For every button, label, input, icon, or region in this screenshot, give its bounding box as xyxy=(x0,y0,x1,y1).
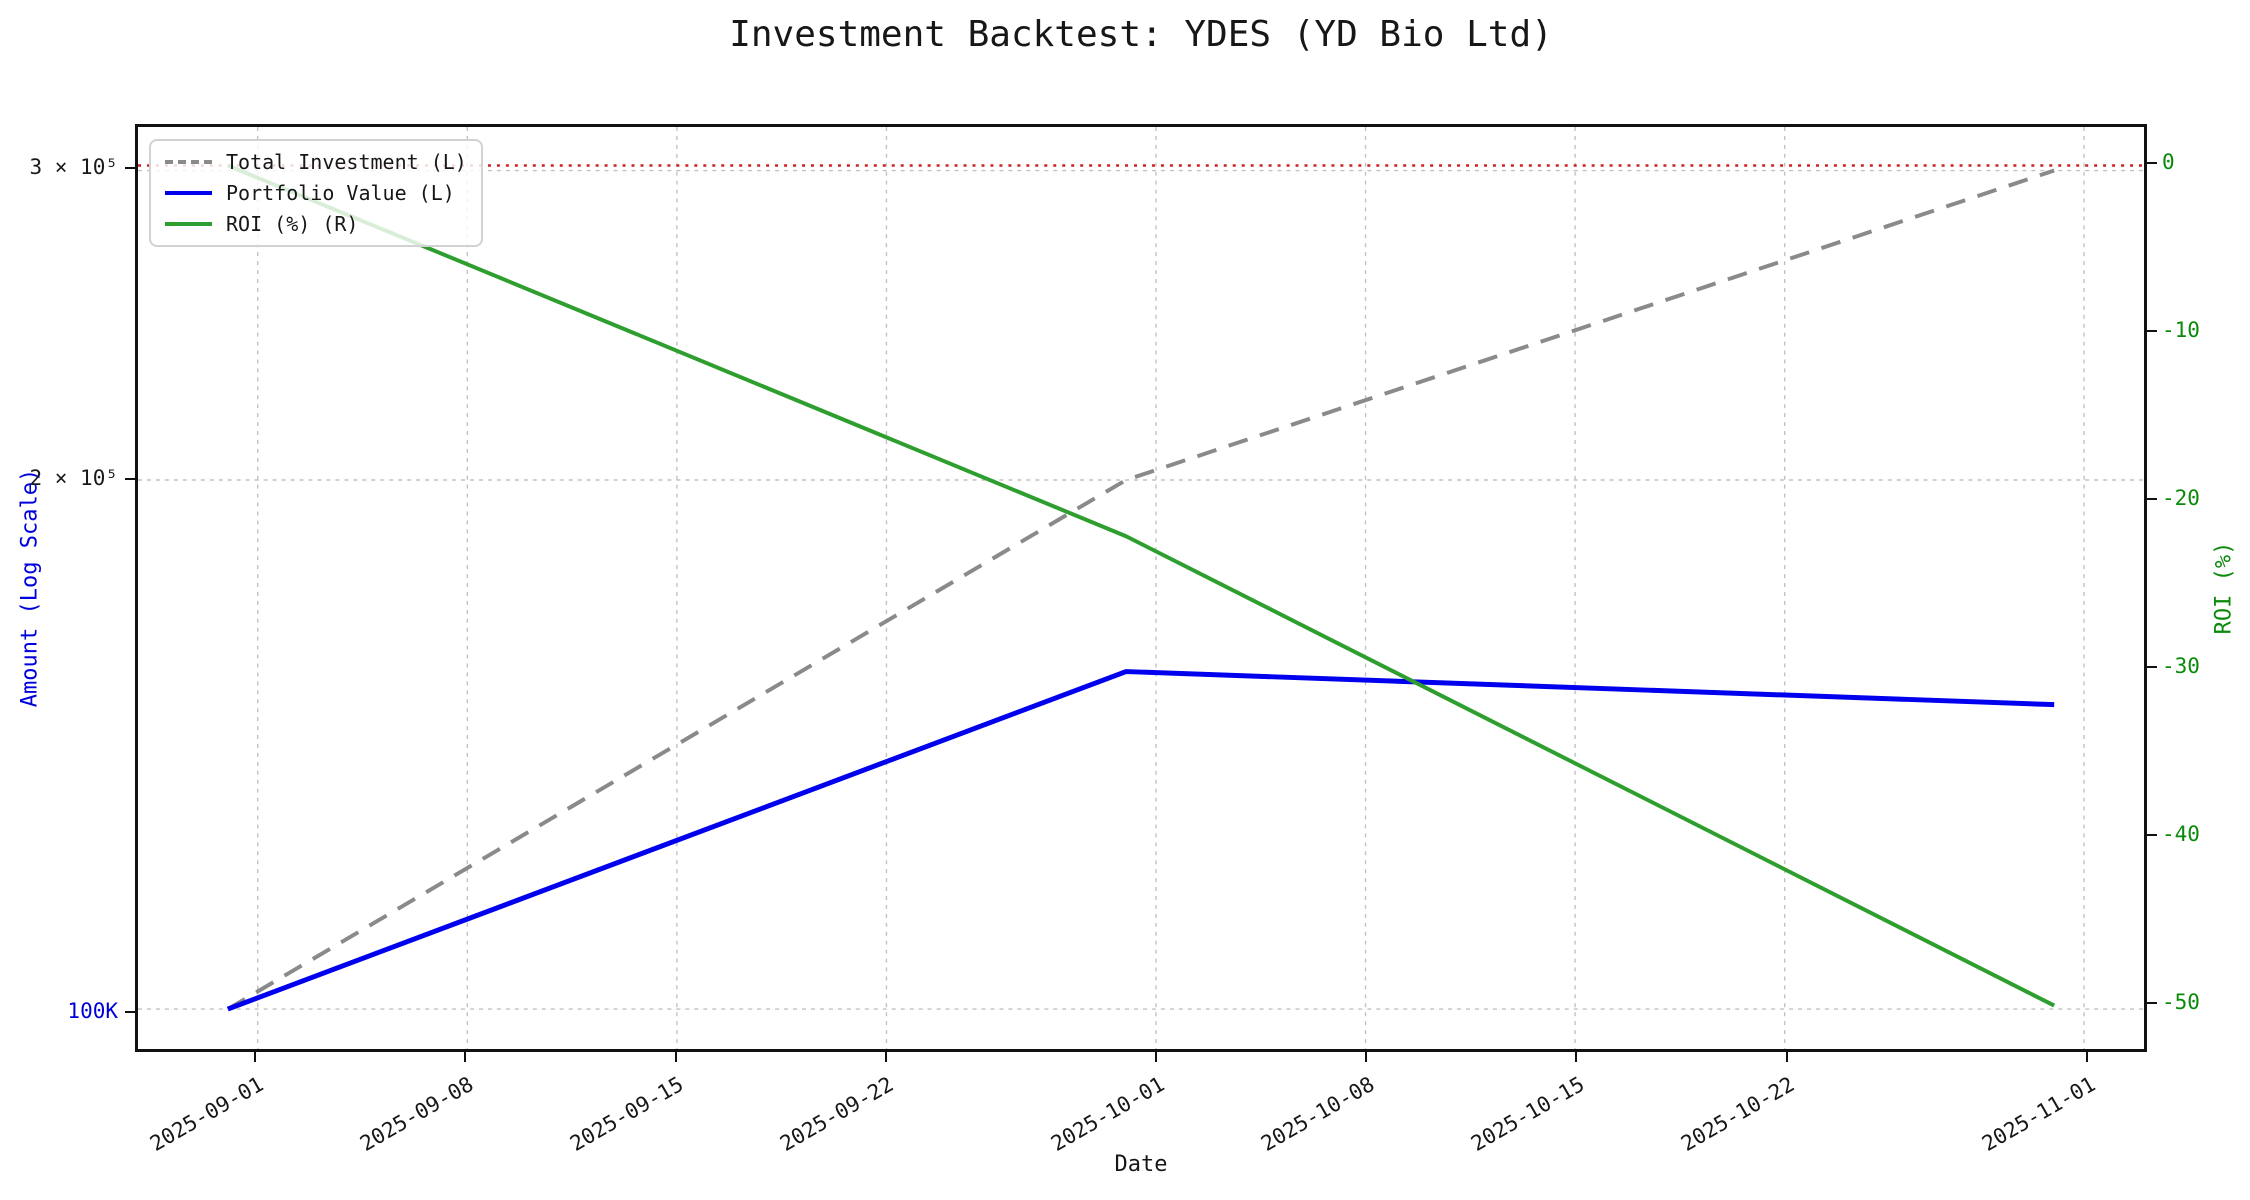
right-tick-label: 0 xyxy=(2162,149,2175,174)
x-tick-label: 2025-09-08 xyxy=(355,1072,478,1157)
x-tick-label: 2025-10-22 xyxy=(1677,1072,1799,1157)
x-axis-label: Date xyxy=(1114,1152,1168,1177)
x-tick-label: 2025-09-01 xyxy=(145,1072,268,1157)
x-tick-label: 2025-11-01 xyxy=(1977,1072,2099,1157)
right-tick-label: -50 xyxy=(2162,990,2200,1015)
legend-line-sample xyxy=(165,222,212,226)
x-tick-label: 2025-10-08 xyxy=(1256,1072,1379,1157)
x-tick-mark xyxy=(464,1052,467,1062)
right-tick-mark xyxy=(2147,497,2157,500)
plot-canvas xyxy=(138,127,2144,1049)
right-tick-label: -20 xyxy=(2162,485,2200,510)
legend: Total Investment (L) Portfolio Value (L) R… xyxy=(149,139,483,247)
x-tick-mark xyxy=(254,1052,257,1062)
left-tick-mark xyxy=(125,1010,135,1013)
x-tick-mark xyxy=(1785,1052,1788,1062)
legend-label: Total Investment (L) xyxy=(226,150,467,174)
plot-area: Total Investment (L) Portfolio Value (L) R… xyxy=(135,124,2147,1052)
x-tick-mark xyxy=(1575,1052,1578,1062)
left-tick-label: 100K xyxy=(67,998,118,1023)
legend-entry-roi-r: ROI (%) (R) xyxy=(165,212,467,236)
x-tick-mark xyxy=(1155,1052,1157,1062)
legend-entry-portfolio-value-l: Portfolio Value (L) xyxy=(165,181,467,205)
series-line-roi-r xyxy=(227,163,2056,1008)
right-axis-label: ROI (%) xyxy=(2211,541,2237,635)
chart-title: Investment Backtest: YDES (YD Bio Ltd) xyxy=(729,14,1553,55)
right-tick-mark xyxy=(2147,834,2157,837)
x-tick-label: 2025-10-15 xyxy=(1466,1072,1589,1157)
right-tick-label: -30 xyxy=(2162,654,2200,678)
x-tick-mark xyxy=(884,1052,887,1062)
x-tick-mark xyxy=(1365,1052,1368,1062)
x-tick-mark xyxy=(674,1052,677,1062)
right-tick-mark xyxy=(2147,161,2157,164)
right-tick-mark xyxy=(2147,666,2157,668)
x-tick-label: 2025-10-01 xyxy=(1046,1072,1168,1157)
right-tick-mark xyxy=(2147,329,2157,332)
left-tick-mark xyxy=(125,478,135,481)
legend-label: ROI (%) (R) xyxy=(226,212,359,236)
left-tick-label: 2 × 10⁵ xyxy=(29,466,118,491)
x-tick-mark xyxy=(2085,1052,2088,1062)
x-tick-label: 2025-09-22 xyxy=(776,1072,898,1157)
series-line-portfolio-value-l xyxy=(226,669,2055,1012)
left-axis-label: Amount (Log Scale) xyxy=(17,468,43,708)
left-tick-label: 3 × 10⁵ xyxy=(29,154,118,179)
legend-line-sample xyxy=(165,160,212,164)
series-line-total-investment-l xyxy=(226,168,2055,1011)
right-tick-label: -40 xyxy=(2162,822,2200,847)
legend-entry-total-investment-l: Total Investment (L) xyxy=(165,150,467,174)
x-tick-label: 2025-09-15 xyxy=(566,1072,688,1157)
left-tick-mark xyxy=(125,166,135,169)
right-tick-mark xyxy=(2147,1002,2157,1005)
right-tick-label: -10 xyxy=(2162,317,2200,342)
legend-line-sample xyxy=(165,191,212,195)
legend-label: Portfolio Value (L) xyxy=(226,181,455,205)
